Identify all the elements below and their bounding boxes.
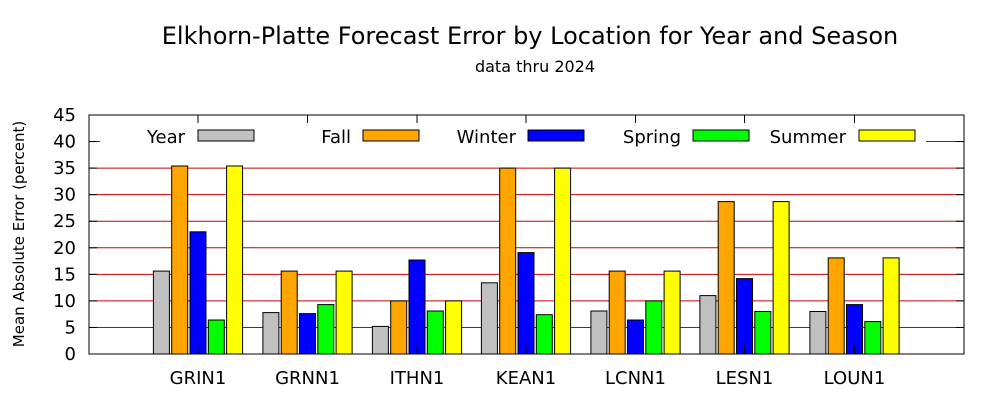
- bar-lesn1-fall: [717, 201, 735, 355]
- bar-kean1-spring: [535, 314, 553, 355]
- y-axis-label: Mean Absolute Error (percent): [10, 121, 28, 347]
- y-tick-label: 40: [53, 132, 76, 153]
- bar-grin1-year: [152, 270, 170, 355]
- x-tick-label: GRNN1: [275, 368, 340, 389]
- chart-title: Elkhorn-Platte Forecast Error by Locatio…: [162, 22, 898, 50]
- legend-swatch-fall: [362, 129, 420, 142]
- bar-grnn1-spring: [317, 304, 335, 355]
- y-tick-label: 30: [53, 185, 76, 206]
- legend-swatch-spring: [692, 129, 750, 142]
- bar-kean1-fall: [499, 167, 517, 355]
- bar-lesn1-year: [699, 295, 717, 355]
- legend-swatch-year: [197, 129, 255, 142]
- bar-lesn1-summer: [772, 201, 790, 355]
- legend-label-year: Year: [146, 127, 186, 148]
- y-tick-label: 15: [53, 264, 76, 285]
- y-tick-label: 0: [65, 344, 76, 365]
- bar-grin1-spring: [207, 319, 225, 355]
- bar-ithn1-spring: [426, 310, 444, 355]
- bar-kean1-year: [480, 282, 498, 355]
- bar-kean1-winter: [517, 252, 535, 355]
- bar-ithn1-winter: [408, 259, 426, 355]
- legend-label-fall: Fall: [321, 127, 351, 148]
- x-tick-label: ITHN1: [390, 368, 445, 389]
- bar-grnn1-year: [262, 312, 280, 355]
- bar-loun1-summer: [882, 257, 900, 355]
- y-axis-ticks: 0 5 10 15 20 25 30 35 40 45: [53, 105, 964, 365]
- bar-lesn1-spring: [754, 311, 772, 355]
- y-tick-label: 35: [53, 158, 76, 179]
- bar-grnn1-summer: [335, 270, 353, 355]
- bar-ithn1-fall: [390, 300, 408, 355]
- bar-grin1-fall: [171, 165, 189, 355]
- chart-subtitle: data thru 2024: [475, 57, 595, 76]
- bar-ithn1-summer: [445, 300, 463, 355]
- bar-loun1-fall: [827, 257, 845, 355]
- legend-label-spring: Spring: [623, 127, 681, 148]
- bar-lcnn1-year: [590, 310, 608, 355]
- x-tick-label: LESN1: [716, 368, 774, 389]
- y-tick-label: 10: [53, 291, 76, 312]
- bar-lcnn1-spring: [645, 300, 663, 355]
- bar-lcnn1-summer: [663, 270, 681, 355]
- legend-swatch-summer: [858, 129, 916, 142]
- x-axis-ticks: GRIN1 GRNN1 ITHN1 KEAN1 LCNN1 LESN1 LOUN1: [170, 115, 886, 389]
- legend-label-summer: Summer: [770, 127, 847, 148]
- bar-lcnn1-fall: [608, 270, 626, 355]
- legend: Year Fall Winter Spring Summer: [100, 126, 926, 148]
- bar-loun1-spring: [864, 321, 882, 355]
- bar-loun1-year: [809, 311, 827, 355]
- bar-ithn1-year: [371, 325, 389, 355]
- y-tick-label: 45: [53, 105, 76, 126]
- legend-swatch-winter: [527, 129, 585, 142]
- x-tick-label: LOUN1: [824, 368, 886, 389]
- x-tick-label: LCNN1: [605, 368, 666, 389]
- y-tick-label: 25: [53, 211, 76, 232]
- x-tick-label: GRIN1: [170, 368, 227, 389]
- y-tick-label: 20: [53, 238, 76, 259]
- bar-grin1-winter: [189, 231, 207, 355]
- legend-label-winter: Winter: [457, 127, 517, 148]
- bar-grin1-summer: [226, 165, 244, 355]
- bar-lesn1-winter: [736, 278, 753, 355]
- bar-grnn1-fall: [280, 270, 298, 355]
- y-tick-label: 5: [65, 317, 76, 338]
- bar-kean1-summer: [554, 167, 572, 355]
- x-tick-label: KEAN1: [496, 368, 556, 389]
